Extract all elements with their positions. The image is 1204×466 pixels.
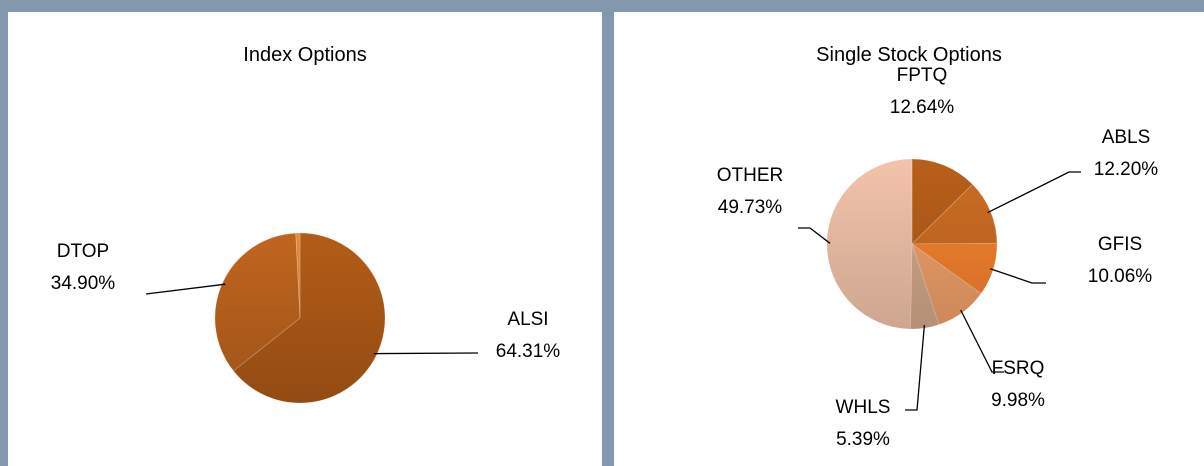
slice-label-fptq: FPTQ xyxy=(897,65,948,86)
slice-label-dtop: DTOP xyxy=(57,241,109,262)
slice-value-whls: 5.39% xyxy=(836,429,890,450)
single-stock-options-pie: FPTQ 12.64% ABLS 12.20% GFIS 10.06% FSRQ 9.98% W… xyxy=(717,65,1159,450)
index-options-panel: Index Options ALSI 64.31% DTOP 34.90% xyxy=(8,12,602,466)
chart-title: Index Options xyxy=(243,44,367,66)
slice-label-abls: ABLS xyxy=(1102,127,1151,148)
slice-label-whls: WHLS xyxy=(836,397,891,418)
slice-value-abls: 12.20% xyxy=(1094,159,1159,180)
index-options-pie: ALSI 64.31% DTOP 34.90% xyxy=(51,232,561,404)
slice-value-fptq: 12.64% xyxy=(890,97,955,118)
slice-label-alsi: ALSI xyxy=(507,309,548,330)
pie-slice-other xyxy=(826,158,913,330)
slice-value-alsi: 64.31% xyxy=(496,341,561,362)
slice-value-gfis: 10.06% xyxy=(1088,266,1153,287)
leader-line-alsi xyxy=(373,352,479,355)
leader-line-whls xyxy=(905,324,926,411)
chart-title: Single Stock Options xyxy=(816,44,1002,66)
single-stock-options-panel: Single Stock Options FPTQ 12.64% ABLS 12.20… xyxy=(614,12,1204,466)
leader-line-dtop xyxy=(145,283,226,295)
slice-value-fsrq: 9.98% xyxy=(991,390,1045,411)
slice-label-fsrq: FSRQ xyxy=(992,358,1045,379)
slice-value-dtop: 34.90% xyxy=(51,273,116,294)
leader-line-fsrq xyxy=(960,309,1004,373)
leader-line-other xyxy=(798,227,831,244)
slice-label-gfis: GFIS xyxy=(1098,234,1142,255)
slice-label-other: OTHER xyxy=(717,165,784,186)
leader-line-gfis xyxy=(989,268,1046,284)
leader-line-abls xyxy=(987,171,1081,214)
slice-value-other: 49.73% xyxy=(718,197,783,218)
